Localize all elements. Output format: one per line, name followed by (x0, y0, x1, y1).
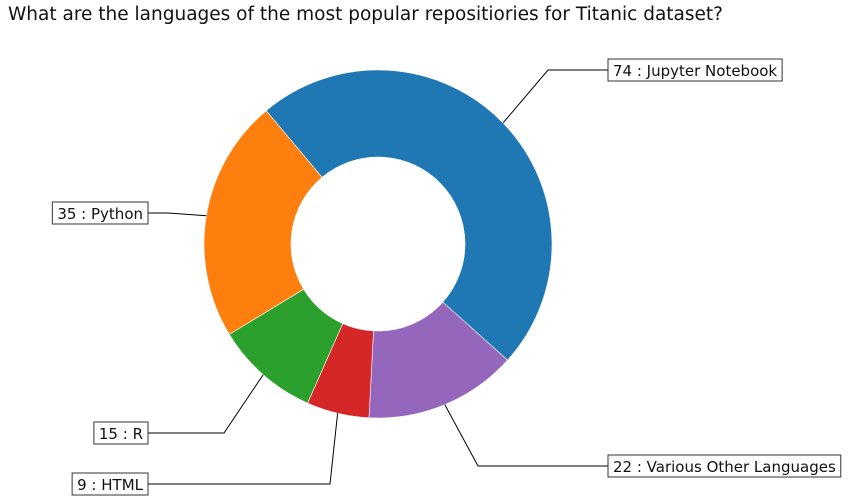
label-box-r (93, 421, 149, 445)
label-r: 15 : R (93, 374, 264, 445)
leader-line-html (148, 413, 339, 485)
label-box-various-other-languages (607, 454, 842, 478)
label-text-python: 35 : Python (57, 205, 143, 223)
label-jupyter-notebook: 74 : Jupyter Notebook (502, 58, 783, 124)
label-box-python (51, 201, 149, 225)
label-text-various-other-languages: 22 : Various Other Languages (613, 458, 836, 476)
leader-line-jupyter-notebook (502, 69, 608, 124)
leader-line-various-other-languages (444, 404, 608, 467)
label-html: 9 : HTML (71, 413, 339, 496)
chart-title: What are the languages of the most popul… (8, 4, 723, 25)
slice-various-other-languages (368, 301, 508, 419)
label-python: 35 : Python (51, 201, 207, 225)
label-text-jupyter-notebook: 74 : Jupyter Notebook (613, 62, 777, 80)
slices-layer (203, 69, 553, 419)
slice-jupyter-notebook (265, 69, 553, 361)
label-various-other-languages: 22 : Various Other Languages (444, 404, 842, 478)
label-box-jupyter-notebook (607, 58, 783, 82)
label-text-r: 15 : R (99, 425, 143, 443)
leader-line-r (148, 374, 264, 434)
leader-line-python (148, 212, 207, 217)
label-text-html: 9 : HTML (77, 476, 144, 494)
label-box-html (71, 472, 149, 496)
labels-layer: 74 : Jupyter Notebook 22 : Various Other … (51, 58, 842, 496)
slice-python (203, 110, 323, 335)
